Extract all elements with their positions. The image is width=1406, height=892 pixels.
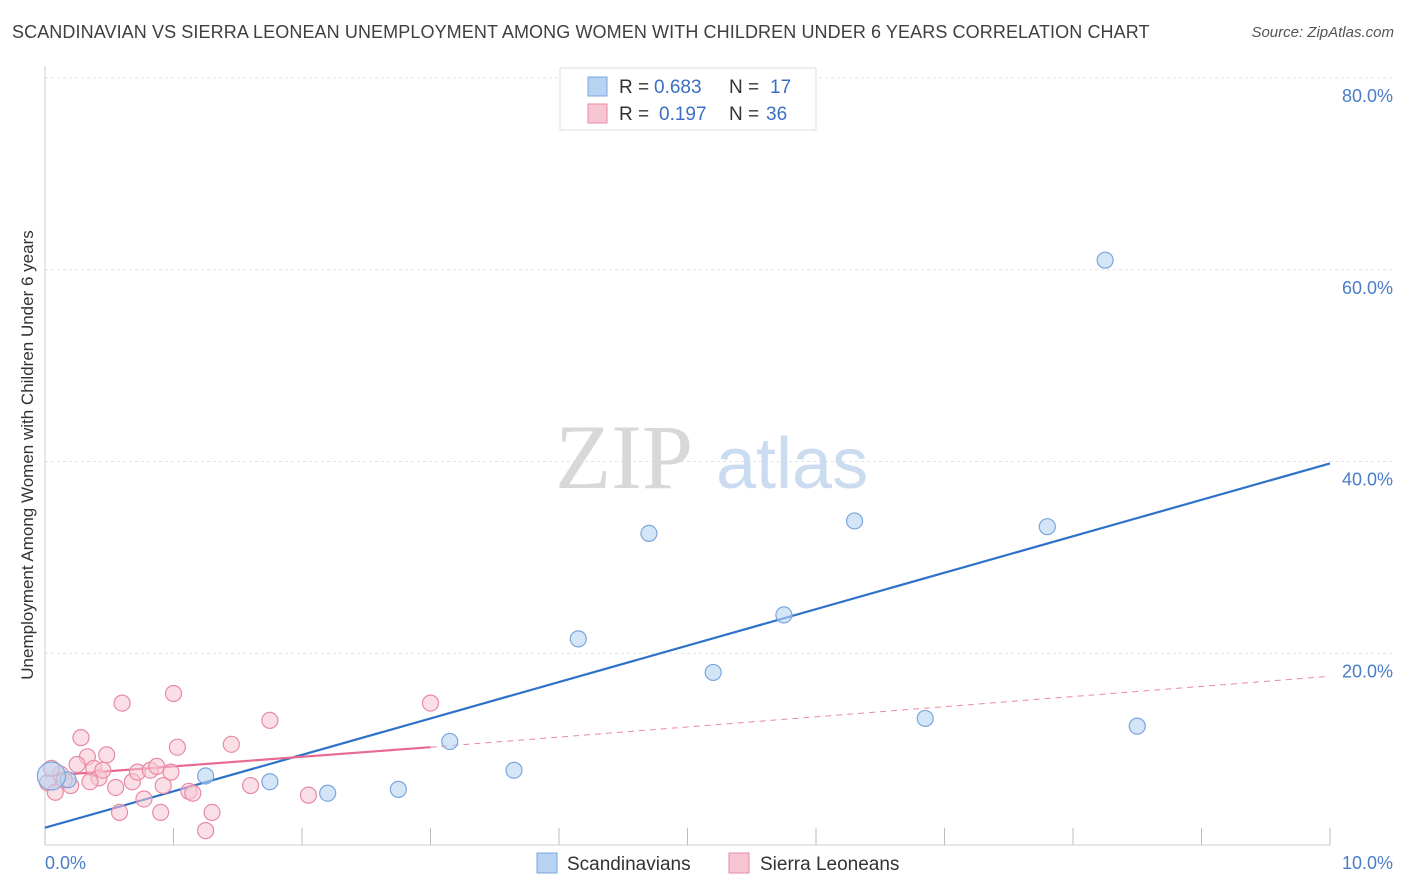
sierra-leoneans-point-15 [135,790,153,808]
source-credit: Source: ZipAtlas.com [1251,24,1394,41]
scandinavians-point-8 [640,524,658,543]
x-tick-label-1: 10.0% [1342,853,1393,873]
sierra-leoneans-point-28 [242,776,260,795]
data-points [36,251,1146,840]
sierra-leoneans-point-24 [184,784,202,802]
tick-labels: 20.0% 40.0% 60.0% 80.0% 0.0% 10.0% [45,86,1393,873]
sierra-leoneans-point-8 [94,761,112,779]
legend-r-label-1: R = [619,77,649,98]
correlation-legend: R = 0.683 N = 17 R = 0.197 N = 36 [559,67,817,131]
sierra-leoneans-point-29 [261,711,279,729]
y-tick-label-3: 80.0% [1342,86,1393,106]
sierra-leoneans-point-10 [107,778,125,797]
chart-title: SCANDINAVIAN VS SIERRA LEONEAN UNEMPLOYM… [12,22,1150,42]
bottom-legend-swatch-scandinavians [536,852,558,874]
sierra-leoneans-point-30 [299,786,318,804]
legend-swatch-sierra-leoneans [587,103,608,124]
trend-line-scandinavians [44,462,1331,829]
scandinavians-point-14 [1096,251,1114,269]
scandinavians-point-3 [319,784,337,802]
x-tick-label-0: 0.0% [45,853,86,873]
legend-n-value-2: 36 [766,104,787,125]
sierra-leoneans-point-18 [152,803,170,822]
scandinavians-point-10 [775,606,793,624]
scandinavians-point-2 [261,773,279,791]
y-axis-label: Unemployment Among Women with Children U… [18,230,37,679]
sierra-leoneans-point-35 [81,773,99,791]
sierra-leoneans-point-9 [98,746,116,764]
scandinavians-point-9 [704,663,722,682]
sierra-leoneans-point-22 [168,738,186,756]
trend-lines [44,462,1331,829]
y-tick-label-0: 20.0% [1342,661,1393,681]
trend-line-sierra-leoneans-extension [430,675,1331,748]
legend-n-label-1: N = [729,77,759,98]
y-tick-label-1: 40.0% [1342,470,1393,490]
sierra-leoneans-point-21 [164,684,183,703]
scandinavians-point-15 [1128,717,1146,735]
bottom-legend-swatch-sierra-leoneans [728,852,750,874]
watermark-atlas: atlas [716,424,868,504]
bottom-legend-label-sierra-leoneans: Sierra Leoneans [760,854,899,875]
sierra-leoneans-point-19 [154,776,172,795]
scandinavians-point-16 [36,761,67,791]
scandinavians-point-1 [197,767,215,785]
scandinavians-point-4 [389,780,407,798]
sierra-leoneans-point-4 [72,729,90,747]
legend-r-label-2: R = [619,104,649,125]
sierra-leoneans-point-11 [113,694,131,712]
series-legend: Scandinavians Sierra Leoneans [536,852,899,875]
scandinavians-point-12 [916,709,934,728]
scandinavians-point-6 [505,761,523,779]
scandinavians-point-11 [845,512,864,530]
sierra-leoneans-point-31 [421,694,440,712]
y-tick-label-2: 60.0% [1342,278,1393,298]
watermark-zip: ZIP [555,406,693,508]
sierra-leoneans-point-27 [222,735,240,753]
sierra-leoneans-point-25 [197,822,215,840]
watermark: ZIP atlas [555,406,868,508]
legend-swatch-scandinavians [587,76,608,97]
sierra-leoneans-point-33 [68,755,86,774]
legend-r-value-1: 0.683 [654,77,702,98]
sierra-leoneans-point-20 [162,763,180,781]
scandinavians-point-5 [441,732,459,751]
legend-r-value-2: 0.197 [659,104,707,125]
axes [44,66,1331,846]
legend-n-value-1: 17 [770,77,791,98]
sierra-leoneans-point-12 [110,803,129,822]
scandinavians-point-13 [1038,518,1056,536]
legend-n-label-2: N = [729,104,759,125]
bottom-legend-label-scandinavians: Scandinavians [567,854,691,875]
gridlines [45,77,1395,654]
sierra-leoneans-point-26 [203,803,221,822]
scandinavians-point-7 [569,630,587,648]
